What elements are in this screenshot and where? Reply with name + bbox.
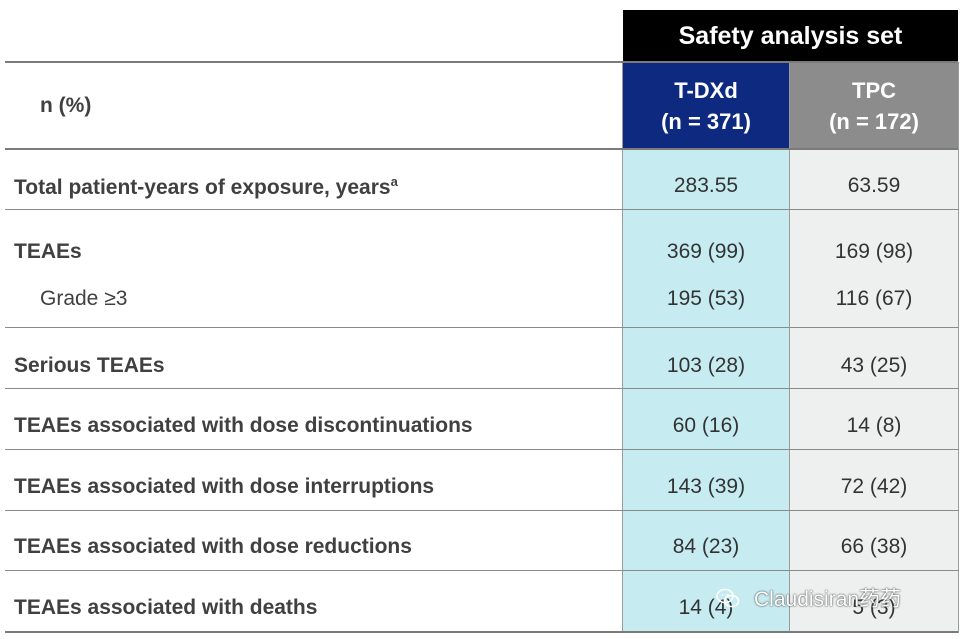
exposure-label-text: Total patient-years of exposure, years (14, 176, 391, 199)
row-divider (5, 327, 958, 328)
cell-tdxd: 143 (39) (666, 475, 746, 498)
row-label-exposure: Total patient-years of exposure, yearsa (14, 174, 398, 200)
footnote-marker: a (390, 174, 398, 189)
tdxd-column-header: T-DXd (n = 371) (623, 62, 789, 149)
row-label-grade3: Grade ≥3 (40, 287, 128, 310)
watermark-text: Claudisiran药药 (754, 588, 902, 611)
cell-tdxd: 84 (23) (672, 535, 740, 558)
cell-tpc: 63.59 (847, 174, 901, 197)
row-label-teaes: TEAEs (14, 240, 82, 263)
column-divider (958, 62, 959, 633)
tpc-column-name: TPC (852, 77, 896, 103)
cell-tpc: 169 (98) (834, 240, 914, 263)
table-bottom-border (5, 631, 958, 633)
row-divider (5, 510, 958, 511)
tdxd-column-n: (n = 371) (661, 108, 751, 134)
header-bottom-border (5, 148, 958, 150)
tpc-column-background (790, 149, 958, 633)
tpc-column-n: (n = 172) (829, 108, 919, 134)
table-top-border (5, 61, 958, 63)
tdxd-column-background (623, 149, 789, 633)
cell-tdxd: 195 (53) (666, 287, 746, 310)
row-label-deaths: TEAEs associated with deaths (14, 596, 318, 619)
cell-tpc: 14 (8) (846, 414, 902, 437)
cell-tpc: 72 (42) (840, 475, 908, 498)
row-label-interruptions: TEAEs associated with dose interruptions (14, 475, 435, 498)
column-divider (622, 62, 623, 633)
row-divider (5, 388, 958, 389)
cell-tpc: 5 (3) (852, 596, 896, 619)
tdxd-column-name: T-DXd (674, 77, 738, 103)
row-label-discontinuations: TEAEs associated with dose discontinuati… (14, 414, 473, 437)
row-divider (5, 449, 958, 450)
column-divider (789, 62, 790, 633)
n-percent-label: n (%) (40, 94, 92, 117)
cell-tdxd: 103 (28) (666, 354, 746, 377)
cell-tdxd: 283.55 (673, 174, 739, 197)
cell-tpc: 116 (67) (835, 287, 913, 310)
cell-tdxd: 369 (99) (666, 240, 746, 263)
cell-tdxd: 60 (16) (672, 414, 740, 437)
row-label-serious-teaes: Serious TEAEs (14, 354, 165, 377)
safety-analysis-set-header: Safety analysis set (623, 10, 958, 62)
cell-tpc: 43 (25) (840, 354, 908, 377)
row-label-reductions: TEAEs associated with dose reductions (14, 535, 412, 558)
cell-tpc: 66 (38) (840, 535, 908, 558)
row-divider (5, 209, 958, 210)
row-divider (5, 570, 958, 571)
tpc-column-header: TPC (n = 172) (790, 62, 958, 149)
watermark: Claudisiran药药 (716, 583, 901, 613)
wechat-icon (716, 588, 740, 608)
